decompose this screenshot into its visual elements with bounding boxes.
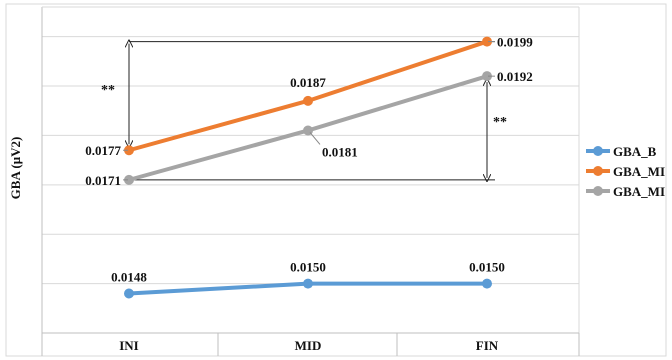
- data-label: 0.0150: [469, 260, 505, 275]
- series-lines: [124, 36, 492, 299]
- data-point: [482, 71, 492, 82]
- x-axis-ticks: INI MID FIN: [119, 338, 499, 353]
- data-label: 0.0187: [290, 75, 326, 90]
- legend-label: GBA_MI: [613, 164, 665, 179]
- axes: [41, 6, 580, 356]
- data-label: 0.0150: [290, 260, 326, 275]
- legend-label: GBA_MI: [613, 184, 665, 199]
- significance-label: **: [101, 83, 115, 98]
- x-tick-label: INI: [119, 338, 139, 353]
- data-label: 0.0181: [322, 144, 358, 159]
- legend-swatch-marker: [593, 146, 603, 156]
- data-point: [124, 288, 134, 299]
- chart-border: [5, 3, 667, 357]
- data-point: [124, 145, 134, 156]
- y-axis-label: GBA (μV2): [8, 137, 23, 200]
- legend-swatch-marker: [593, 166, 603, 176]
- annotations: ** **: [101, 42, 507, 180]
- x-tick-label: MID: [295, 338, 322, 353]
- data-point: [303, 95, 313, 106]
- x-tick-label: FIN: [476, 338, 499, 353]
- data-point: [482, 36, 492, 47]
- data-label: 0.0199: [497, 35, 533, 50]
- significance-label: **: [493, 115, 507, 130]
- data-point: [303, 278, 313, 289]
- data-point: [124, 174, 134, 185]
- data-label: 0.0192: [497, 69, 533, 84]
- legend: GBA_B GBA_MI GBA_MI: [586, 144, 665, 199]
- legend-label: GBA_B: [613, 144, 657, 159]
- data-labels: 0.0148 0.0150 0.0150 0.0177 0.0187 0.0199 0.01…: [85, 35, 533, 285]
- data-point: [482, 278, 492, 289]
- data-label: 0.0148: [111, 269, 147, 284]
- legend-swatch-marker: [593, 186, 603, 196]
- data-label: 0.0177: [85, 143, 121, 158]
- leader-line: [309, 132, 321, 145]
- data-label: 0.0171: [85, 173, 121, 188]
